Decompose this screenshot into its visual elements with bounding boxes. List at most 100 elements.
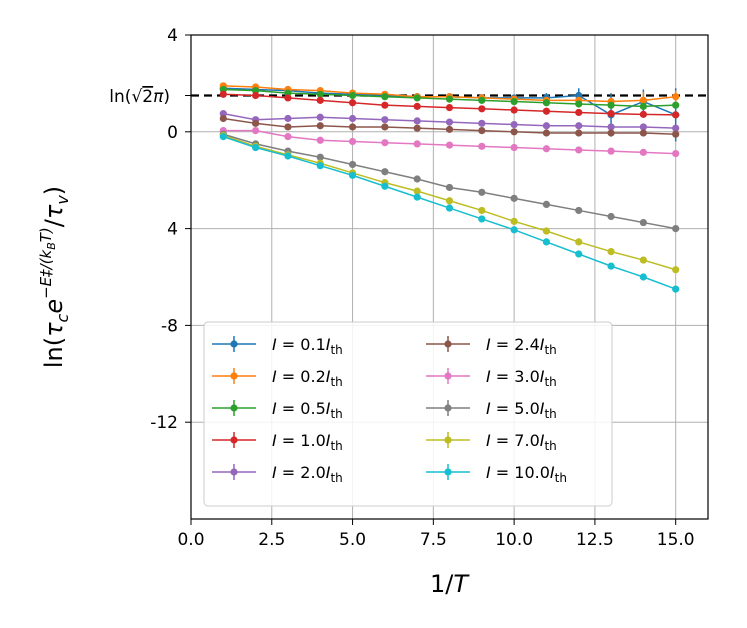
data-point [316, 122, 324, 130]
legend-label: I = 2.4Ith [486, 335, 557, 357]
data-point [510, 106, 518, 114]
data-point [348, 123, 357, 131]
data-point [413, 124, 421, 132]
data-point [639, 273, 647, 281]
data-point [413, 140, 421, 148]
data-point [348, 99, 357, 107]
x-tick-label: 2.5 [258, 530, 285, 550]
y-tick-label: 4 [167, 26, 178, 46]
data-point [445, 204, 454, 212]
series-10.0 [219, 133, 680, 293]
data-point [542, 99, 551, 107]
legend-item: I = 1.0Ith [212, 431, 343, 453]
data-point [607, 129, 615, 137]
legend-item: I = 10.0Ith [426, 463, 567, 485]
data-point [607, 147, 615, 155]
data-point [445, 95, 454, 103]
data-point [252, 119, 260, 127]
legend-item: I = 2.4Ith [426, 335, 557, 357]
data-point [575, 238, 583, 246]
series-group [219, 82, 680, 293]
series-1.0 [219, 90, 680, 119]
legend-item: I = 0.2Ith [212, 367, 343, 389]
data-point [413, 187, 421, 195]
data-point [316, 96, 324, 104]
data-point [413, 175, 421, 183]
data-point [316, 153, 324, 161]
data-point [575, 129, 583, 137]
legend-label: I = 2.0Ith [272, 463, 343, 485]
data-point [381, 139, 389, 147]
data-point [348, 91, 357, 100]
legend-label: I = 0.2Ith [272, 367, 343, 389]
data-point [413, 102, 421, 110]
data-point [542, 200, 551, 208]
data-point [672, 285, 680, 293]
data-point [413, 193, 421, 201]
legend: I = 0.1Ith I = 0.2Ith I = 0.5Ith I = 1.0Ith… [203, 321, 613, 507]
legend-marker [230, 468, 238, 476]
data-point [284, 133, 292, 141]
data-point [252, 143, 260, 152]
legend-marker [444, 340, 452, 348]
data-point [316, 113, 324, 121]
data-point [510, 120, 518, 129]
data-point [445, 183, 454, 192]
data-point [478, 188, 486, 196]
data-point [639, 129, 647, 137]
y-tick-label: 4 [167, 220, 178, 240]
data-point [348, 171, 357, 179]
data-point [478, 126, 486, 135]
series-2.0 [219, 110, 680, 132]
data-point [284, 94, 292, 102]
data-point [478, 215, 486, 223]
data-point [575, 122, 583, 130]
data-point [510, 97, 518, 106]
data-point [575, 206, 583, 215]
data-point [639, 218, 647, 227]
data-point [284, 123, 292, 131]
data-point [542, 227, 551, 235]
legend-item: I = 7.0Ith [426, 431, 557, 453]
y-tick-label: 0 [167, 123, 178, 143]
legend-item: I = 0.5Ith [212, 399, 343, 421]
data-point [542, 122, 551, 130]
data-point [607, 212, 615, 221]
data-point [542, 145, 551, 153]
data-point [445, 197, 454, 205]
plot-frame [190, 34, 709, 520]
x-tick-label: 15.0 [657, 530, 695, 550]
data-point [252, 126, 260, 135]
legend-label: I = 1.0Ith [272, 431, 343, 453]
data-point [639, 110, 647, 118]
data-point [219, 133, 227, 141]
y-axis-title: ln(τce−E‡/(kBT)/τv) [37, 186, 72, 368]
data-point [413, 117, 421, 125]
legend-label: I = 5.0Ith [486, 399, 557, 421]
y-tick-label: -12 [150, 413, 178, 433]
series-2.4 [219, 114, 680, 138]
data-point [672, 266, 680, 274]
data-point [672, 124, 680, 132]
legend-item: I = 2.0Ith [212, 463, 343, 485]
data-point [672, 225, 680, 233]
data-point [510, 194, 518, 202]
data-point [445, 104, 454, 112]
data-point [316, 162, 324, 170]
data-point [478, 105, 486, 113]
data-point [510, 217, 518, 225]
data-point [510, 143, 518, 152]
legend-label: I = 10.0Ith [486, 463, 567, 485]
y-ticks: 4 0 4 -8 -12 [150, 26, 191, 433]
data-point [607, 123, 615, 131]
legend-item: I = 5.0Ith [426, 399, 557, 421]
legend-marker [230, 340, 238, 348]
legend-marker [230, 436, 238, 444]
data-point [575, 250, 583, 258]
data-point [445, 125, 454, 133]
data-point [510, 128, 518, 136]
data-point [381, 168, 389, 176]
data-point [672, 111, 680, 119]
legend-marker [230, 404, 238, 412]
data-point [575, 100, 583, 108]
